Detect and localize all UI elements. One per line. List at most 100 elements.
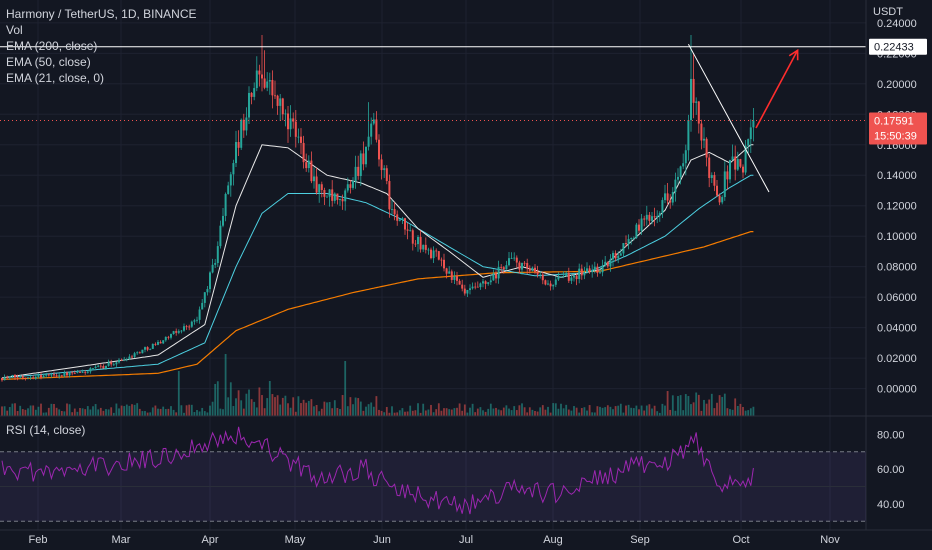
candle-body — [19, 376, 22, 378]
candle-body — [362, 153, 365, 165]
candle-body — [235, 142, 237, 164]
candle-body — [476, 286, 479, 288]
candle — [118, 358, 120, 364]
volume-bar — [697, 394, 700, 416]
candle-body — [99, 365, 102, 367]
volume-bar — [27, 408, 29, 416]
candle-body — [107, 362, 110, 366]
rsi-tick-label: 40.00 — [877, 499, 905, 511]
candle-body — [713, 175, 716, 186]
volume-bar — [752, 406, 755, 416]
candle — [435, 248, 438, 257]
candle-body — [422, 244, 425, 250]
candle-body — [203, 292, 206, 303]
candle — [362, 141, 365, 171]
legend-ema50[interactable]: EMA (50, close) — [6, 55, 91, 69]
candle — [323, 187, 326, 205]
candle — [313, 167, 315, 189]
candle-body — [718, 195, 721, 203]
candle — [250, 92, 253, 105]
candle — [66, 371, 68, 378]
candle-body — [271, 80, 274, 96]
candle-body — [375, 119, 378, 140]
volume-bar — [549, 412, 552, 416]
candle — [544, 279, 547, 286]
candle — [367, 102, 370, 151]
candle-body — [294, 121, 297, 137]
volume-bar — [344, 361, 347, 416]
price-tick-label: 0.00000 — [877, 384, 917, 396]
candle-body — [736, 159, 739, 170]
volume-bar — [401, 408, 404, 416]
candle-body — [453, 276, 456, 280]
legend-ema200[interactable]: EMA (200, close) — [6, 39, 98, 53]
volume-bar — [570, 410, 573, 416]
candle — [718, 193, 721, 206]
candle-body — [315, 176, 318, 193]
volume-bar — [443, 408, 445, 416]
volume-bar — [274, 397, 276, 416]
candle-body — [326, 196, 328, 198]
candle — [344, 188, 347, 211]
volume-bar — [318, 411, 321, 416]
candle-body — [664, 193, 666, 201]
candle — [440, 257, 443, 267]
price-tick-label: 0.20000 — [877, 79, 917, 91]
volume-bar — [502, 407, 505, 416]
candle — [422, 244, 425, 253]
candle — [575, 273, 578, 286]
volume-bar — [372, 406, 375, 416]
candle — [448, 266, 451, 274]
candle — [185, 324, 188, 330]
volume-bar — [599, 406, 601, 416]
candle-body — [474, 286, 477, 288]
candle — [300, 128, 302, 155]
candle — [456, 271, 458, 286]
candle-body — [710, 175, 713, 178]
descending-trendline — [687, 43, 770, 193]
volume-bar — [614, 406, 617, 416]
candle-body — [632, 238, 635, 239]
candle-body — [404, 218, 406, 230]
candle-body — [55, 375, 58, 377]
candle-body — [747, 139, 750, 146]
legend-vol[interactable]: Vol — [6, 23, 23, 37]
candle — [578, 263, 581, 284]
candle-body — [177, 331, 180, 333]
candle — [640, 213, 643, 235]
candle-body — [146, 347, 149, 350]
volume-bar — [154, 405, 157, 416]
volume-bar — [448, 409, 451, 416]
volume-bar — [97, 409, 100, 416]
candle — [8, 375, 11, 380]
candle — [99, 363, 102, 369]
volume-bar — [146, 412, 149, 416]
volume-bar — [411, 410, 414, 416]
candle — [747, 138, 750, 154]
candle — [586, 262, 588, 274]
candle-body — [570, 277, 573, 281]
candle — [16, 374, 19, 381]
candle — [284, 109, 287, 127]
candle — [177, 329, 180, 335]
candle — [159, 340, 162, 344]
volume-bar — [409, 405, 412, 416]
candle — [749, 119, 752, 153]
candle — [297, 128, 300, 144]
volume-bar — [34, 409, 37, 416]
candle — [606, 261, 609, 269]
candle-body — [630, 238, 633, 239]
legend-rsi[interactable]: RSI (14, close) — [6, 423, 86, 437]
candle — [656, 210, 659, 224]
time-tick-label: Oct — [732, 534, 749, 546]
volume-bar — [609, 406, 612, 416]
legend-ema21[interactable]: EMA (21, close, 0) — [6, 71, 105, 85]
volume-bar — [380, 410, 383, 416]
candle — [198, 306, 201, 324]
candle — [224, 192, 227, 222]
candle — [417, 234, 419, 252]
candle-body — [209, 272, 211, 290]
candle-body — [105, 365, 107, 369]
volume-bar — [102, 410, 105, 416]
